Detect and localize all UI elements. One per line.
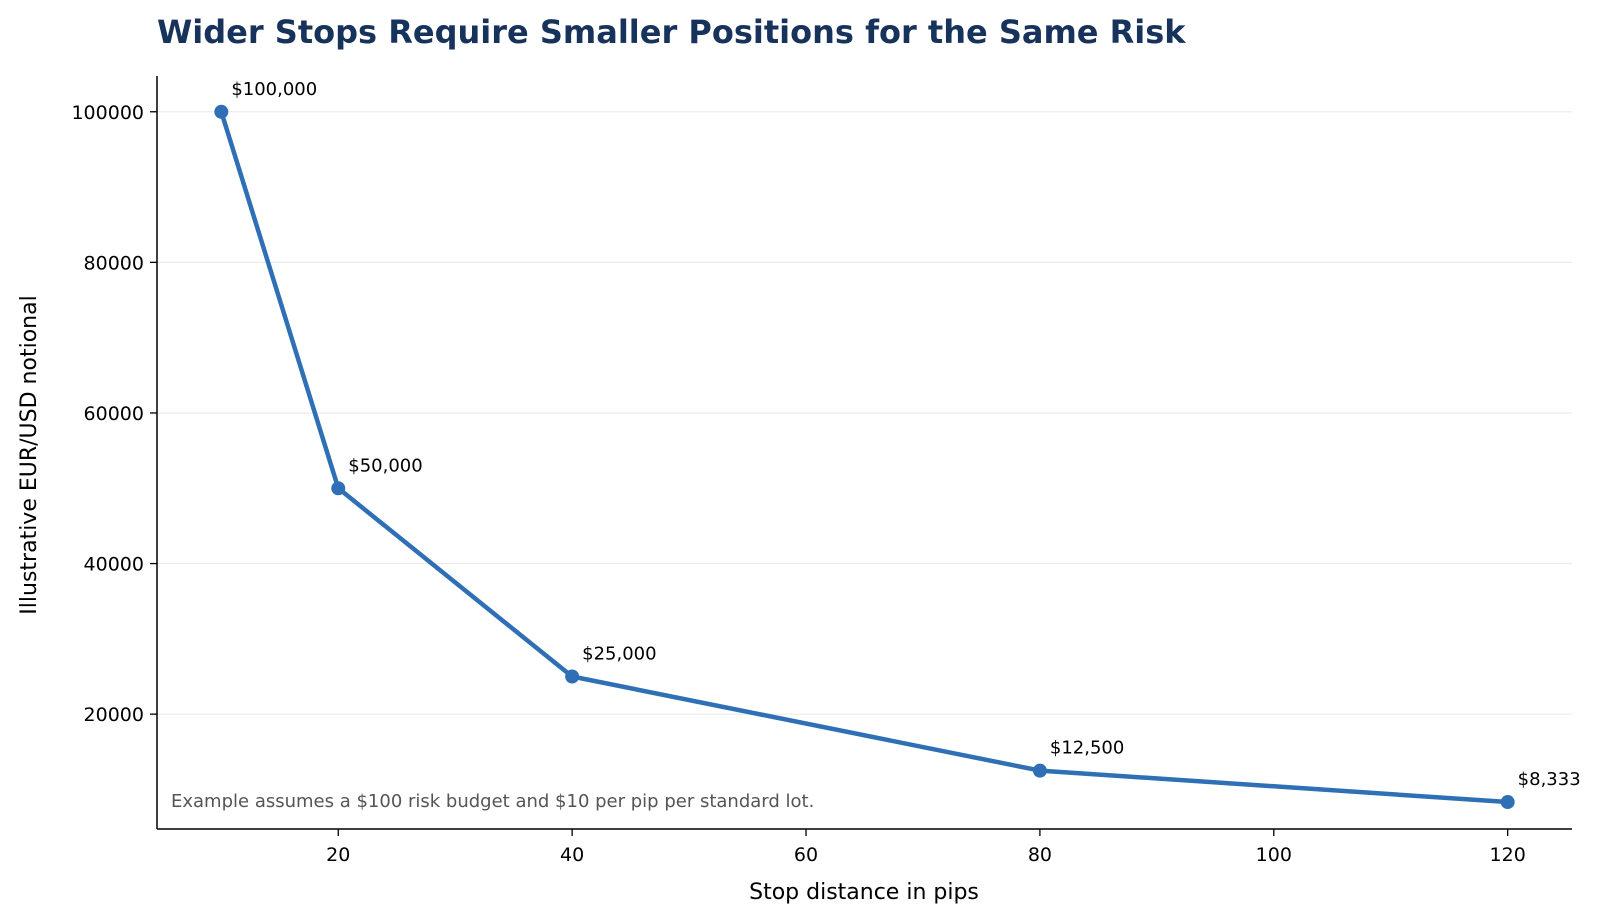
axes bbox=[156, 76, 1572, 830]
x-tick-label: 60 bbox=[794, 844, 818, 866]
x-tick-label: 20 bbox=[326, 844, 350, 866]
data-point bbox=[214, 104, 229, 119]
x-tick-label: 40 bbox=[560, 844, 584, 866]
y-axis-label: Illustrative EUR/USD notional bbox=[17, 295, 42, 614]
chart-annotation: Example assumes a $100 risk budget and $… bbox=[171, 791, 814, 812]
data-label: $50,000 bbox=[348, 455, 422, 476]
y-tick-label: 80000 bbox=[84, 252, 144, 274]
y-tick-label: 20000 bbox=[84, 704, 144, 726]
data-label: $25,000 bbox=[582, 644, 656, 665]
data-labels: $100,000 $50,000 $25,000 $12,500 $8,333 bbox=[231, 79, 1580, 790]
x-axis-label: Stop distance in pips bbox=[749, 880, 979, 905]
data-point bbox=[1032, 763, 1047, 778]
data-label: $12,500 bbox=[1050, 738, 1124, 759]
chart-title: Wider Stops Require Smaller Positions fo… bbox=[157, 13, 1186, 51]
data-point bbox=[565, 669, 580, 684]
y-tick-label: 40000 bbox=[84, 554, 144, 576]
x-tick-label: 80 bbox=[1028, 844, 1052, 866]
data-point bbox=[1500, 795, 1515, 810]
grid-lines bbox=[157, 111, 1572, 715]
x-ticks: 20 40 60 80 100 120 bbox=[326, 829, 1526, 866]
x-tick-label: 120 bbox=[1490, 844, 1526, 866]
series bbox=[214, 104, 1515, 810]
y-tick-label: 60000 bbox=[84, 403, 144, 425]
x-tick-label: 100 bbox=[1256, 844, 1292, 866]
y-ticks: 20000 40000 60000 80000 100000 bbox=[71, 102, 157, 726]
data-label: $8,333 bbox=[1518, 769, 1581, 790]
data-label: $100,000 bbox=[231, 79, 317, 100]
data-point bbox=[331, 481, 346, 496]
y-tick-label: 100000 bbox=[71, 102, 144, 124]
